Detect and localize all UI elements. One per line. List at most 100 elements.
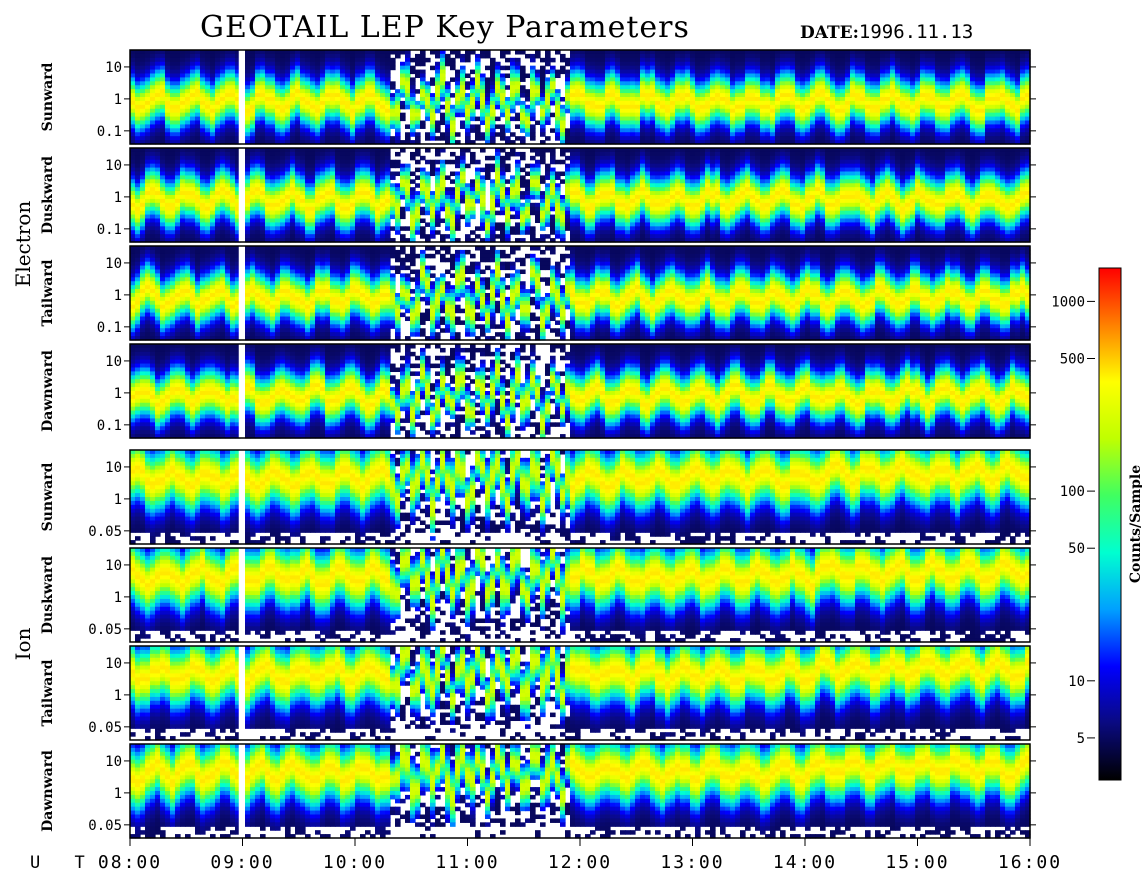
heatmap-cell: [645, 89, 651, 94]
heatmap-cell: [780, 85, 786, 90]
heatmap-cell: [470, 112, 476, 118]
heatmap-cell: [745, 61, 751, 67]
heatmap-cell: [655, 93, 661, 98]
heatmap-cell: [570, 100, 576, 106]
heatmap-cell: [805, 140, 811, 145]
heatmap-cell: [885, 97, 891, 102]
heatmap-cell: [305, 206, 311, 212]
heatmap-cell: [270, 195, 276, 200]
heatmap-cell: [635, 69, 641, 75]
heatmap-cell: [570, 81, 576, 86]
heatmap-cell: [285, 57, 291, 63]
heatmap-cell: [595, 124, 601, 129]
heatmap-cell: [870, 124, 876, 129]
heatmap-cell: [235, 234, 241, 239]
heatmap-cell: [870, 69, 876, 75]
heatmap-cell: [970, 69, 976, 75]
heatmap-cell: [185, 116, 191, 122]
heatmap-cell: [830, 112, 836, 118]
heatmap-cell: [275, 93, 281, 98]
heatmap-cell: [710, 128, 716, 133]
heatmap-cell: [645, 50, 651, 55]
heatmap-cell: [890, 57, 896, 63]
heatmap-cell: [275, 187, 281, 192]
heatmap-cell: [200, 112, 206, 118]
heatmap-cell: [280, 128, 286, 133]
heatmap-cell: [245, 206, 251, 212]
heatmap-cell: [765, 116, 771, 122]
heatmap-cell: [320, 202, 326, 208]
heatmap-cell: [620, 116, 626, 122]
heatmap-cell: [220, 206, 226, 212]
heatmap-cell: [915, 97, 921, 102]
heatmap-cell: [590, 140, 596, 145]
heatmap-cell: [640, 57, 646, 63]
heatmap-cell: [390, 104, 396, 110]
heatmap-cell: [745, 112, 751, 118]
heatmap-cell: [520, 104, 526, 110]
heatmap-cell: [775, 50, 781, 55]
heatmap-cell: [220, 171, 226, 177]
heatmap-cell: [265, 77, 271, 82]
heatmap-cell: [880, 120, 886, 126]
heatmap-cell: [940, 104, 946, 110]
heatmap-cell: [630, 120, 636, 126]
heatmap-cell: [760, 61, 766, 67]
heatmap-cell: [1025, 93, 1031, 98]
heatmap-cell: [725, 136, 731, 141]
heatmap-cell: [760, 50, 766, 55]
heatmap-cell: [815, 128, 821, 133]
heatmap-cell: [290, 57, 296, 63]
heatmap-cell: [155, 210, 161, 216]
heatmap-cell: [1010, 73, 1016, 79]
heatmap-cell: [295, 50, 301, 55]
heatmap-cell: [195, 163, 201, 169]
heatmap-cell: [895, 108, 901, 114]
heatmap-cell: [265, 187, 271, 192]
heatmap-cell: [395, 108, 401, 114]
heatmap-cell: [425, 136, 431, 141]
heatmap-cell: [130, 155, 136, 161]
heatmap-cell: [225, 108, 231, 114]
heatmap-cell: [425, 85, 431, 90]
heatmap-cell: [775, 116, 781, 122]
heatmap-cell: [195, 234, 201, 239]
heatmap-cell: [995, 140, 1001, 145]
heatmap-cell: [770, 128, 776, 133]
heatmap-cell: [690, 53, 696, 59]
heatmap-cell: [270, 81, 276, 86]
heatmap-cell: [800, 85, 806, 90]
heatmap-cell: [410, 65, 416, 71]
heatmap-cell: [275, 116, 281, 122]
heatmap-cell: [735, 93, 741, 98]
heatmap-cell: [330, 65, 336, 71]
heatmap-cell: [130, 132, 136, 137]
heatmap-cell: [405, 140, 411, 145]
heatmap-cell: [935, 50, 941, 55]
heatmap-cell: [320, 175, 326, 180]
heatmap-cell: [270, 116, 276, 122]
heatmap-cell: [940, 69, 946, 75]
heatmap-cell: [285, 230, 291, 235]
heatmap-cell: [180, 202, 186, 208]
heatmap-cell: [280, 226, 286, 231]
heatmap-cell: [715, 104, 721, 110]
heatmap-cell: [775, 57, 781, 63]
heatmap-cell: [350, 132, 356, 137]
heatmap-cell: [550, 128, 556, 133]
heatmap-cell: [750, 124, 756, 129]
heatmap-cell: [200, 218, 206, 224]
heatmap-cell: [910, 112, 916, 118]
heatmap-cell: [705, 61, 711, 67]
heatmap-cell: [150, 93, 156, 98]
heatmap-cell: [220, 104, 226, 110]
heatmap-cell: [615, 61, 621, 67]
heatmap-cell: [680, 136, 686, 141]
heatmap-cell: [585, 93, 591, 98]
heatmap-cell: [505, 108, 511, 114]
heatmap-cell: [380, 140, 386, 145]
heatmap-cell: [795, 81, 801, 86]
heatmap-cell: [470, 89, 476, 94]
heatmap-cell: [215, 195, 221, 200]
heatmap-cell: [205, 73, 211, 79]
